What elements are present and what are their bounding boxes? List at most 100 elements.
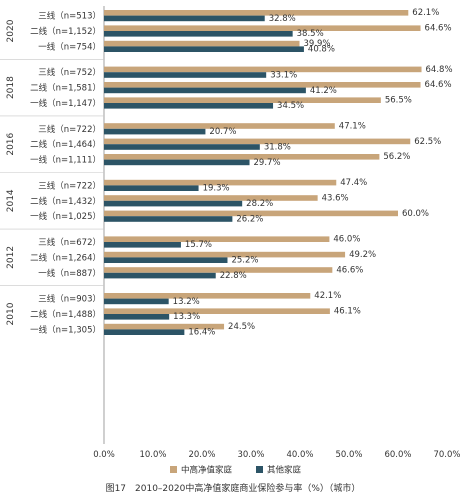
data-label-2016-1-1: 31.8%: [264, 142, 291, 152]
data-label-2010-0-1: 13.2%: [173, 297, 200, 307]
data-label-2016-2-1: 29.7%: [254, 158, 281, 168]
city-label-2012-2: 一线（n=887）: [38, 268, 101, 279]
bar-2016-1-high: [104, 138, 411, 145]
data-label-2018-1-0: 64.6%: [425, 80, 452, 90]
data-label-2010-1-0: 46.1%: [334, 307, 361, 317]
bar-2012-1-high: [104, 251, 346, 258]
bar-2010-0-high: [104, 293, 311, 299]
bar-2018-1-high: [104, 82, 421, 88]
bar-2014-0-high: [104, 179, 337, 186]
city-label-2014-1: 二线（n=1,432）: [30, 196, 101, 207]
bar-2016-1-other: [104, 144, 260, 150]
x-tick-label-0: 0.0%: [93, 450, 115, 460]
data-label-2014-2-1: 26.2%: [236, 214, 263, 224]
legend-label-0: 中高净值家庭: [181, 465, 233, 476]
x-tick-label-3: 30.0%: [237, 450, 264, 460]
year-label-2018: 2018: [6, 76, 16, 99]
city-label-2010-0: 三线（n=903）: [38, 294, 101, 305]
city-label-2012-1: 二线（n=1,264）: [30, 252, 101, 263]
legend-swatch-other: [256, 466, 263, 473]
bar-2018-0-other: [104, 72, 267, 78]
bar-2014-2-other: [104, 216, 233, 222]
year-label-2010: 2010: [6, 302, 16, 325]
data-label-2014-0-1: 19.3%: [203, 184, 230, 194]
bar-2010-2-other: [104, 329, 185, 335]
data-label-2016-0-0: 47.1%: [339, 121, 366, 131]
legend-label-1: 其他家庭: [267, 465, 302, 476]
bar-2018-2-other: [104, 103, 274, 109]
bar-2012-0-high: [104, 236, 330, 242]
data-label-2018-2-1: 34.5%: [277, 101, 304, 111]
figure-caption: 图17 2010–2020中高净值家庭商业保险参与率（%）（城市）: [105, 484, 361, 494]
x-tick-label-5: 50.0%: [335, 450, 362, 460]
bar-2010-0-other: [104, 298, 169, 305]
bar-2014-2-high: [104, 210, 398, 217]
bar-2016-2-other: [104, 159, 250, 166]
bar-2020-0-high: [104, 10, 409, 16]
data-label-2020-0-0: 62.1%: [412, 8, 439, 18]
bar-2010-1-other: [104, 314, 170, 320]
data-label-2016-1-0: 62.5%: [414, 137, 441, 147]
data-label-2014-2-0: 60.0%: [402, 209, 429, 219]
city-label-2014-2: 一线（n=1,025）: [30, 211, 101, 222]
city-label-2018-0: 三线（n=752）: [38, 67, 101, 78]
bar-2018-2-high: [104, 97, 381, 103]
data-label-2014-0-0: 47.4%: [340, 178, 367, 188]
bar-2014-1-high: [104, 195, 318, 201]
chart: 62.1% 32.8% 三线（n=513） 64.6% 38.5% 二线（n=1,152）…: [0, 6, 461, 476]
year-label-2020: 2020: [6, 19, 16, 42]
data-label-2018-0-1: 33.1%: [270, 70, 297, 80]
data-label-2018-0-0: 64.8%: [426, 65, 453, 75]
x-tick-label-4: 40.0%: [286, 450, 313, 460]
city-label-2018-2: 一线（n=1,147）: [30, 98, 101, 109]
city-label-2014-0: 三线（n=722）: [38, 180, 101, 191]
city-label-2020-2: 一线（n=754）: [38, 41, 101, 52]
data-label-2010-1-1: 13.3%: [173, 312, 200, 322]
bar-2012-1-other: [104, 257, 228, 263]
city-label-2010-2: 一线（n=1,305）: [30, 324, 101, 335]
bar-2012-0-other: [104, 242, 181, 248]
bar-2010-1-high: [104, 308, 330, 314]
data-label-2014-1-1: 28.2%: [246, 199, 273, 209]
data-label-2012-1-1: 25.2%: [231, 256, 258, 266]
data-label-2014-1-0: 43.6%: [322, 193, 349, 203]
data-label-2012-0-1: 15.7%: [185, 240, 212, 250]
city-label-2018-1: 二线（n=1,581）: [30, 83, 101, 94]
x-tick-label-2: 20.0%: [188, 450, 215, 460]
year-label-2012: 2012: [6, 246, 16, 269]
bar-2020-0-other: [104, 15, 265, 22]
data-label-2012-2-0: 46.6%: [336, 265, 363, 275]
bar-2012-2-high: [104, 267, 333, 273]
bar-2012-2-other: [104, 272, 216, 279]
bar-2020-1-other: [104, 31, 293, 37]
bar-2014-0-other: [104, 185, 199, 191]
bar-2016-0-high: [104, 123, 335, 129]
year-label-2014: 2014: [6, 189, 16, 212]
data-label-2016-2-0: 56.2%: [383, 152, 410, 162]
data-label-2020-1-0: 64.6%: [425, 24, 452, 34]
bar-2016-0-other: [104, 128, 206, 135]
data-label-2012-2-1: 22.8%: [220, 271, 247, 281]
data-label-2010-2-0: 24.5%: [228, 322, 255, 332]
data-label-2020-2-0: 39.9%: [304, 39, 331, 49]
bar-2020-1-high: [104, 25, 421, 31]
city-label-2010-1: 二线（n=1,488）: [30, 309, 101, 320]
data-label-2018-1-1: 41.2%: [310, 86, 337, 96]
city-label-2016-0: 三线（n=722）: [38, 124, 101, 135]
city-label-2016-1: 二线（n=1,464）: [30, 139, 101, 150]
bar-2018-1-other: [104, 87, 306, 94]
x-tick-label-7: 70.0%: [433, 450, 460, 460]
data-label-2020-0-1: 32.8%: [269, 14, 296, 24]
bar-2010-2-high: [104, 323, 225, 330]
bar-2014-1-other: [104, 200, 243, 207]
bar-2018-0-high: [104, 66, 422, 73]
x-tick-label-1: 10.0%: [139, 450, 166, 460]
city-label-2016-2: 一线（n=1,111）: [30, 155, 101, 166]
data-label-2010-0-0: 42.1%: [314, 291, 341, 301]
legend-swatch-high: [170, 466, 177, 473]
data-label-2016-0-1: 20.7%: [209, 127, 236, 137]
year-label-2016: 2016: [6, 132, 16, 155]
data-label-2020-2-1: 40.8%: [308, 45, 335, 55]
x-tick-label-6: 60.0%: [384, 450, 411, 460]
bar-2020-2-high: [104, 40, 300, 47]
